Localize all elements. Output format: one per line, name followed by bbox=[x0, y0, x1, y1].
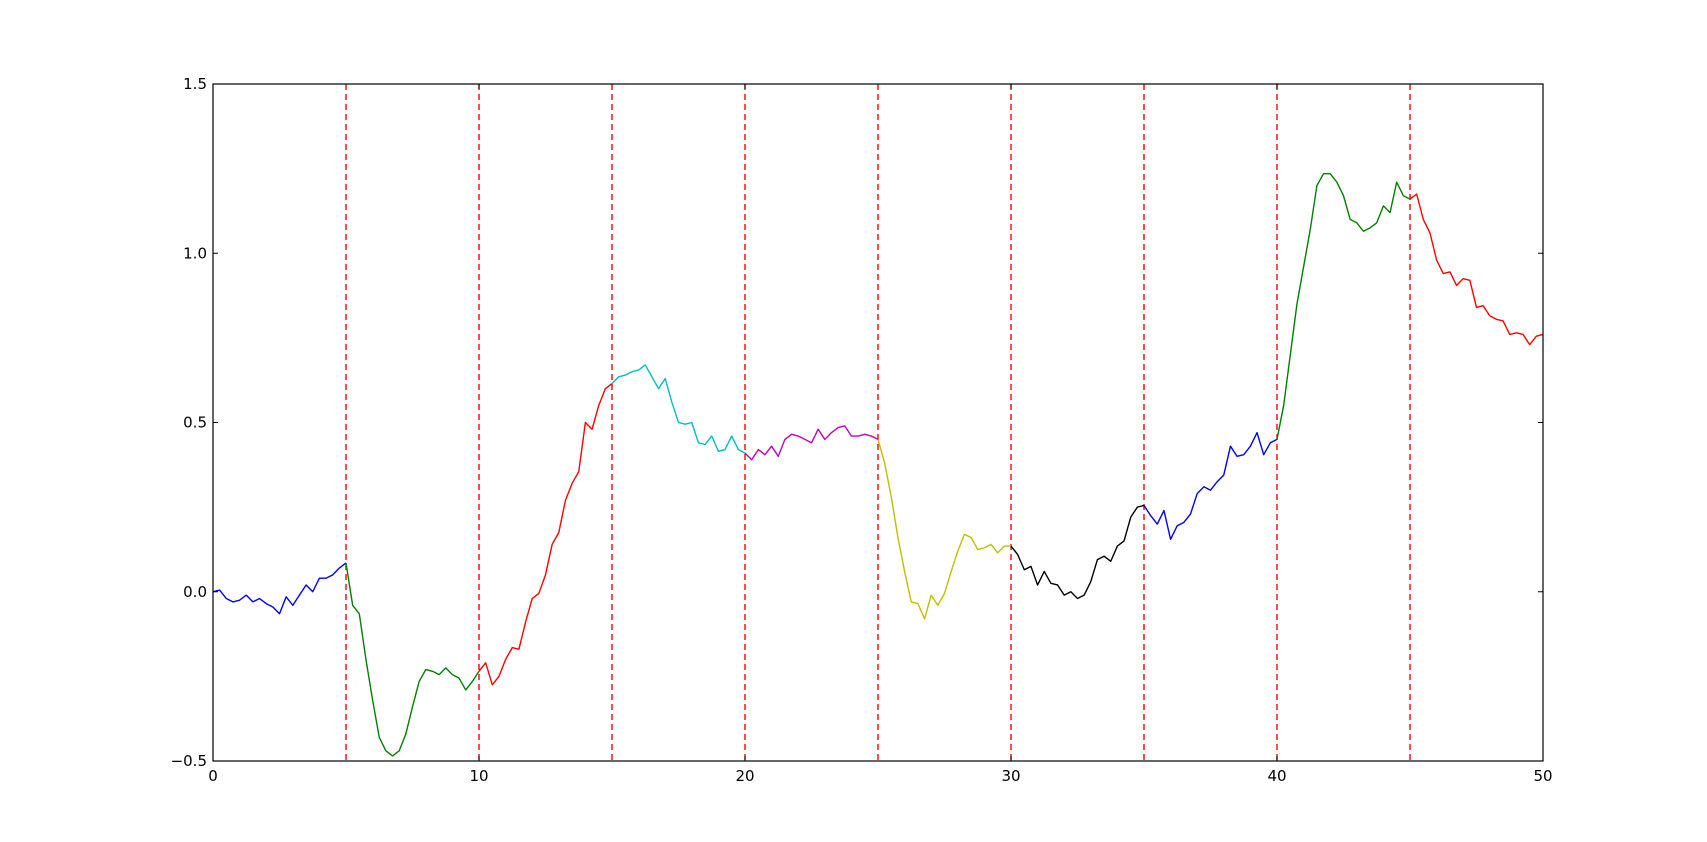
series-line-4 bbox=[744, 425, 879, 461]
series-line-2 bbox=[478, 383, 613, 686]
series-line-6 bbox=[1010, 504, 1145, 600]
series-line-9 bbox=[1409, 193, 1544, 346]
y-tick-label-3: 1.0 bbox=[183, 244, 207, 262]
y-tick-label-2: 0.5 bbox=[183, 414, 207, 432]
y-tick-label-4: 1.5 bbox=[183, 75, 207, 93]
x-tick-label-0: 0 bbox=[208, 767, 218, 785]
series-lines bbox=[212, 172, 1544, 757]
series-line-1 bbox=[345, 562, 480, 757]
series-line-0 bbox=[212, 562, 347, 615]
x-tick-label-4: 40 bbox=[1267, 767, 1286, 785]
series-line-8 bbox=[1276, 172, 1411, 440]
x-tick-label-3: 30 bbox=[1001, 767, 1020, 785]
y-tick-label-1: 0.0 bbox=[183, 583, 207, 601]
y-tick-label-0: −0.5 bbox=[171, 752, 207, 770]
vertical-lines bbox=[345, 84, 1411, 761]
x-tick-label-5: 50 bbox=[1533, 767, 1552, 785]
x-tick-label-2: 20 bbox=[735, 767, 754, 785]
series-line-7 bbox=[1143, 431, 1278, 540]
axis-ticks: 0 10 20 30 40 50 −0.5 0.0 0.5 1.0 1.5 bbox=[171, 75, 1553, 785]
x-tick-label-1: 10 bbox=[469, 767, 488, 785]
series-line-5 bbox=[877, 439, 1011, 620]
series-line-3 bbox=[611, 364, 746, 454]
